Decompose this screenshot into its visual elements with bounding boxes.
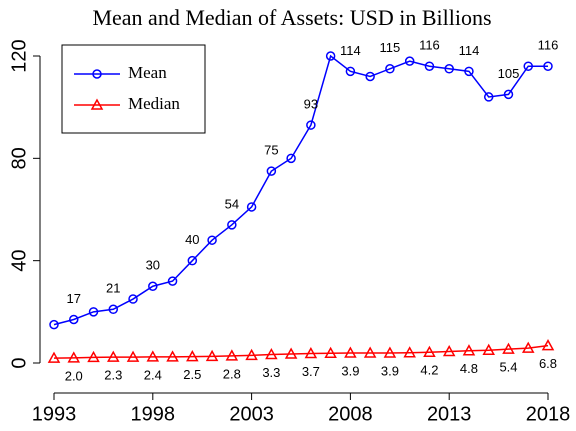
value-label: 4.2 <box>420 363 438 378</box>
legend-marker <box>92 69 102 79</box>
value-label: 5.4 <box>499 360 517 375</box>
value-label: 3.3 <box>262 365 280 380</box>
value-label: 75 <box>264 143 278 158</box>
point <box>225 349 239 361</box>
point <box>365 71 375 82</box>
value-label: 116 <box>419 38 440 53</box>
point <box>227 220 237 230</box>
point <box>286 153 296 164</box>
value-label: 30 <box>146 258 160 273</box>
value-label: 4.8 <box>460 361 478 376</box>
legend-label: Mean <box>128 63 167 82</box>
series-line <box>53 344 549 359</box>
point <box>107 350 120 362</box>
x-tick-label: 1998 <box>131 403 176 425</box>
value-label: 2.0 <box>65 368 83 383</box>
value-label: 3.9 <box>341 363 359 378</box>
point <box>306 120 316 130</box>
value-label: 3.9 <box>381 363 399 378</box>
y-tick-label: 120 <box>8 39 30 72</box>
x-tick-label: 2013 <box>427 403 472 425</box>
value-label: 116 <box>538 38 559 53</box>
point <box>49 319 59 330</box>
point <box>128 294 138 304</box>
value-label: 93 <box>304 97 318 112</box>
point <box>205 349 219 362</box>
point <box>325 51 336 61</box>
y-tick-label: 80 <box>8 147 30 169</box>
point <box>345 66 356 77</box>
x-tick-label: 1993 <box>32 403 77 425</box>
point <box>523 61 533 71</box>
point <box>464 66 474 77</box>
point <box>482 343 495 355</box>
point <box>442 344 456 357</box>
point <box>462 344 476 356</box>
legend-marker <box>90 98 104 110</box>
point <box>88 307 99 317</box>
point <box>167 276 178 286</box>
point <box>383 346 397 358</box>
point <box>126 350 140 362</box>
point <box>543 61 553 71</box>
point <box>284 347 298 359</box>
point <box>502 342 515 354</box>
value-label: 54 <box>225 196 239 211</box>
point <box>266 166 277 176</box>
value-label: 17 <box>67 291 81 306</box>
point <box>444 64 454 74</box>
point <box>245 348 258 361</box>
value-label: 2.8 <box>223 366 241 381</box>
point <box>186 350 199 362</box>
point <box>541 339 555 351</box>
value-label: 114 <box>340 43 361 58</box>
value-label: 6.8 <box>539 356 557 371</box>
point <box>423 345 436 358</box>
legend-box <box>61 44 206 134</box>
point <box>148 281 158 291</box>
point <box>483 92 494 102</box>
value-label: 2.5 <box>183 367 201 382</box>
point <box>344 346 357 358</box>
x-tick-label: 2008 <box>328 403 373 425</box>
point <box>424 61 435 71</box>
value-label: 21 <box>106 281 120 296</box>
point <box>187 255 198 266</box>
point <box>67 351 81 363</box>
point <box>404 56 415 66</box>
point <box>521 341 535 353</box>
point <box>47 351 61 363</box>
value-label: 2.3 <box>104 368 122 383</box>
y-tick-label: 40 <box>8 250 30 272</box>
x-tick-label: 2003 <box>229 403 274 425</box>
point <box>146 350 160 362</box>
point <box>246 202 257 212</box>
point <box>69 314 79 325</box>
point <box>363 346 377 358</box>
point <box>324 346 337 359</box>
point <box>87 350 100 363</box>
point <box>304 346 318 359</box>
point <box>108 304 119 315</box>
value-label: 114 <box>459 43 480 58</box>
point <box>385 64 395 74</box>
point <box>265 348 278 360</box>
value-label: 115 <box>380 40 401 55</box>
y-tick-label: 0 <box>8 357 30 368</box>
point <box>207 235 217 245</box>
point <box>503 89 514 100</box>
point <box>166 350 179 362</box>
value-label: 105 <box>498 66 520 81</box>
x-tick-label: 2018 <box>526 403 571 425</box>
chart-title: Mean and Median of Assets: USD in Billio… <box>92 5 491 30</box>
value-label: 3.7 <box>302 364 320 379</box>
legend-label: Median <box>128 94 180 113</box>
value-label: 40 <box>185 232 199 247</box>
value-label: 2.4 <box>144 367 162 382</box>
point <box>403 346 416 358</box>
